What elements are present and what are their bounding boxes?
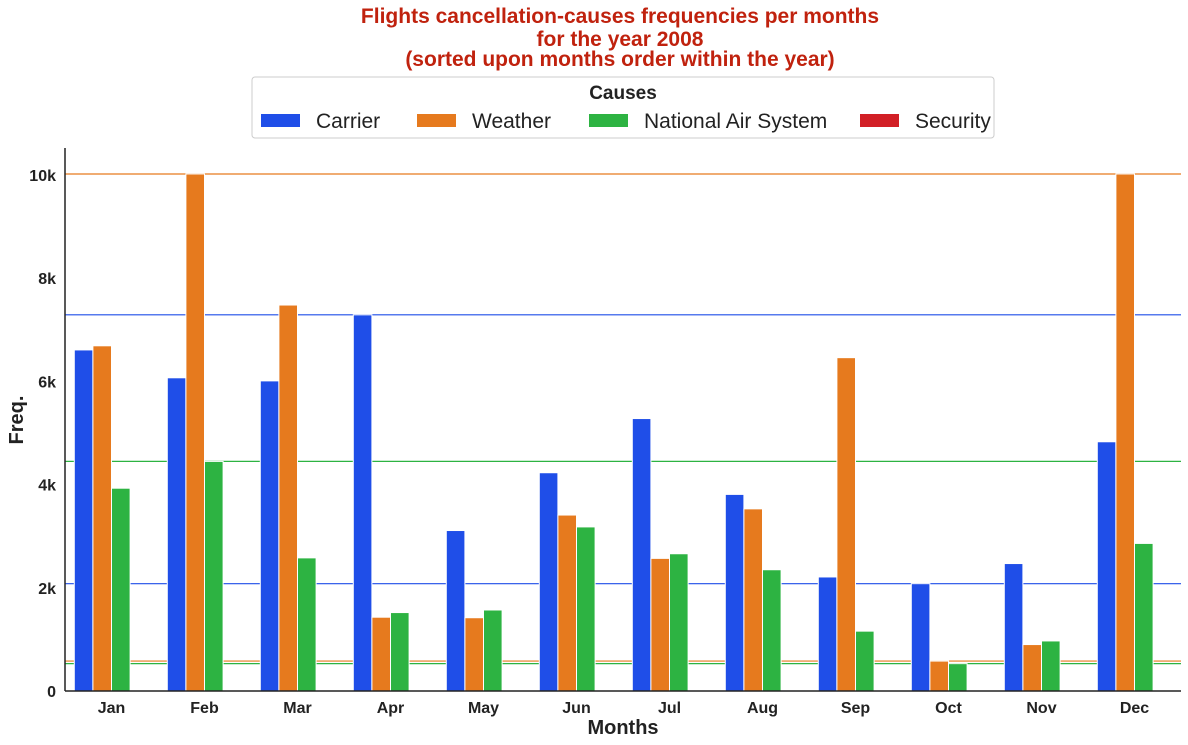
bar-weather-nov bbox=[1022, 644, 1043, 692]
legend-swatch-weather bbox=[417, 114, 456, 127]
x-axis-label: Months bbox=[587, 717, 658, 739]
bar-carrier-sep bbox=[817, 576, 838, 692]
chart-title-line-1: Flights cancellation-causes frequencies … bbox=[361, 5, 879, 28]
bar-national-air-system-nov bbox=[1041, 640, 1061, 692]
bar-national-air-system-jul bbox=[669, 553, 689, 692]
bar-national-air-system-mar bbox=[297, 557, 317, 692]
bar-weather-may bbox=[464, 617, 484, 692]
chart-title: Flights cancellation-causes frequencies … bbox=[361, 5, 879, 71]
legend-label-national-air-system: National Air System bbox=[644, 110, 827, 133]
bar-weather-sep bbox=[836, 357, 857, 692]
y-tick-label: 0 bbox=[47, 684, 56, 701]
bar-weather-jul bbox=[650, 557, 671, 692]
y-tick-label: 4k bbox=[38, 478, 56, 495]
legend-swatch-carrier bbox=[261, 114, 300, 127]
legend-label-carrier: Carrier bbox=[316, 110, 380, 133]
x-tick-label: Sep bbox=[841, 700, 871, 717]
bar-national-air-system-feb bbox=[204, 460, 224, 692]
bar-weather-dec bbox=[1115, 173, 1136, 692]
bar-weather-aug bbox=[743, 508, 764, 692]
legend-title: Causes bbox=[589, 83, 657, 104]
bar-national-air-system-oct bbox=[948, 663, 968, 692]
x-tick-label: Jun bbox=[562, 700, 590, 717]
x-tick-label: Oct bbox=[935, 700, 962, 717]
x-tick-label: Jan bbox=[98, 700, 126, 717]
bar-national-air-system-dec bbox=[1134, 542, 1154, 692]
bar-carrier-mar bbox=[259, 380, 280, 692]
bar-national-air-system-jun bbox=[576, 526, 596, 692]
bar-national-air-system-sep bbox=[855, 630, 875, 692]
bar-carrier-oct bbox=[910, 583, 931, 692]
y-tick-label: 2k bbox=[38, 581, 56, 598]
x-tick-label: Nov bbox=[1026, 700, 1056, 717]
x-tick-label: Apr bbox=[377, 700, 405, 717]
x-tick-label: Jul bbox=[658, 700, 681, 717]
chart-title-line-2: for the year 2008 bbox=[537, 28, 704, 51]
legend-label-security: Security bbox=[915, 110, 991, 133]
legend: Causes Carrier Weather National Air System… bbox=[251, 76, 995, 139]
bar-weather-jan bbox=[92, 345, 113, 692]
bar-weather-apr bbox=[371, 616, 391, 692]
y-tick-label: 8k bbox=[38, 271, 56, 288]
x-tick-label: Mar bbox=[283, 700, 311, 717]
legend-swatch-security bbox=[860, 114, 899, 127]
bar-national-air-system-aug bbox=[762, 569, 782, 692]
x-tick-label: Feb bbox=[190, 700, 219, 717]
bar-national-air-system-may bbox=[483, 609, 503, 692]
bars bbox=[73, 173, 1154, 692]
bar-carrier-jan bbox=[73, 349, 94, 692]
bar-national-air-system-jan bbox=[111, 487, 131, 692]
x-tick-label: May bbox=[468, 700, 499, 717]
bar-carrier-feb bbox=[166, 377, 187, 692]
bar-weather-oct bbox=[929, 660, 950, 692]
bar-national-air-system-apr bbox=[390, 612, 410, 692]
bar-carrier-jul bbox=[631, 418, 652, 692]
bar-weather-feb bbox=[185, 173, 205, 692]
bar-carrier-aug bbox=[724, 493, 745, 692]
bar-weather-jun bbox=[557, 514, 578, 692]
bar-carrier-dec bbox=[1096, 441, 1117, 692]
bar-carrier-may bbox=[445, 530, 466, 692]
x-tick-label: Aug bbox=[747, 700, 778, 717]
axes: 0 2k 4k 6k 8k 10k Jan Feb Mar Apr May Jun Jul Aug Sep O… bbox=[29, 148, 1181, 717]
y-tick-label: 10k bbox=[29, 168, 56, 185]
bar-carrier-jun bbox=[538, 472, 559, 692]
reference-lines bbox=[65, 173, 1181, 665]
y-tick-label: 6k bbox=[38, 374, 56, 391]
x-tick-label: Dec bbox=[1120, 700, 1149, 717]
bar-weather-mar bbox=[278, 304, 298, 692]
bar-carrier-nov bbox=[1003, 563, 1024, 692]
legend-label-weather: Weather bbox=[472, 110, 551, 133]
y-axis-label: Freq. bbox=[6, 396, 28, 445]
chart-title-line-3: (sorted upon months order within the yea… bbox=[405, 48, 834, 71]
legend-swatch-national-air-system bbox=[589, 114, 628, 127]
bar-carrier-apr bbox=[352, 314, 373, 692]
